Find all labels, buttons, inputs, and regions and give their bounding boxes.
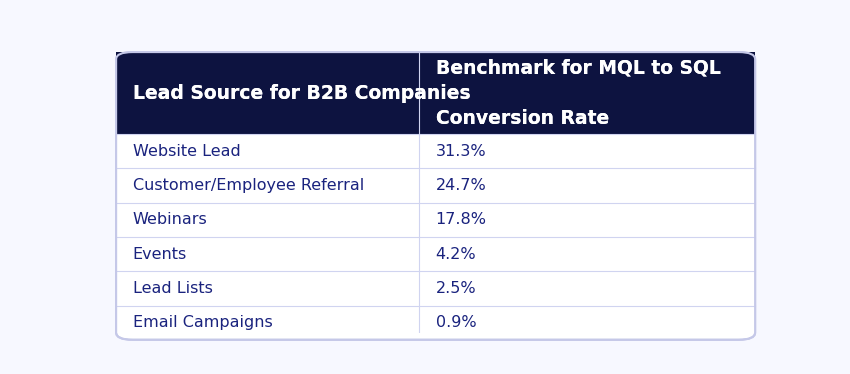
Text: Lead Source for B2B Companies: Lead Source for B2B Companies xyxy=(133,84,470,102)
Text: 0.9%: 0.9% xyxy=(435,315,476,330)
Text: Lead Source for B2B Companies: Lead Source for B2B Companies xyxy=(133,84,470,102)
FancyBboxPatch shape xyxy=(116,52,755,340)
Text: 24.7%: 24.7% xyxy=(435,178,486,193)
Text: Customer/Employee Referral: Customer/Employee Referral xyxy=(133,178,364,193)
FancyBboxPatch shape xyxy=(116,52,755,143)
Bar xyxy=(116,52,755,134)
Bar xyxy=(116,134,755,340)
Text: Website Lead: Website Lead xyxy=(133,144,241,159)
Text: Benchmark for MQL to SQL

Conversion Rate: Benchmark for MQL to SQL Conversion Rate xyxy=(435,59,721,128)
FancyBboxPatch shape xyxy=(116,52,755,134)
Text: 17.8%: 17.8% xyxy=(435,212,486,227)
Text: Email Campaigns: Email Campaigns xyxy=(133,315,272,330)
Text: 2.5%: 2.5% xyxy=(435,281,476,296)
Text: Webinars: Webinars xyxy=(133,212,207,227)
Text: Lead Lists: Lead Lists xyxy=(133,281,212,296)
Text: Benchmark for MQL to SQL

Conversion Rate: Benchmark for MQL to SQL Conversion Rate xyxy=(435,59,721,128)
Text: 4.2%: 4.2% xyxy=(435,246,476,261)
Text: 31.3%: 31.3% xyxy=(435,144,486,159)
Bar xyxy=(116,93,755,134)
Text: Events: Events xyxy=(133,246,187,261)
